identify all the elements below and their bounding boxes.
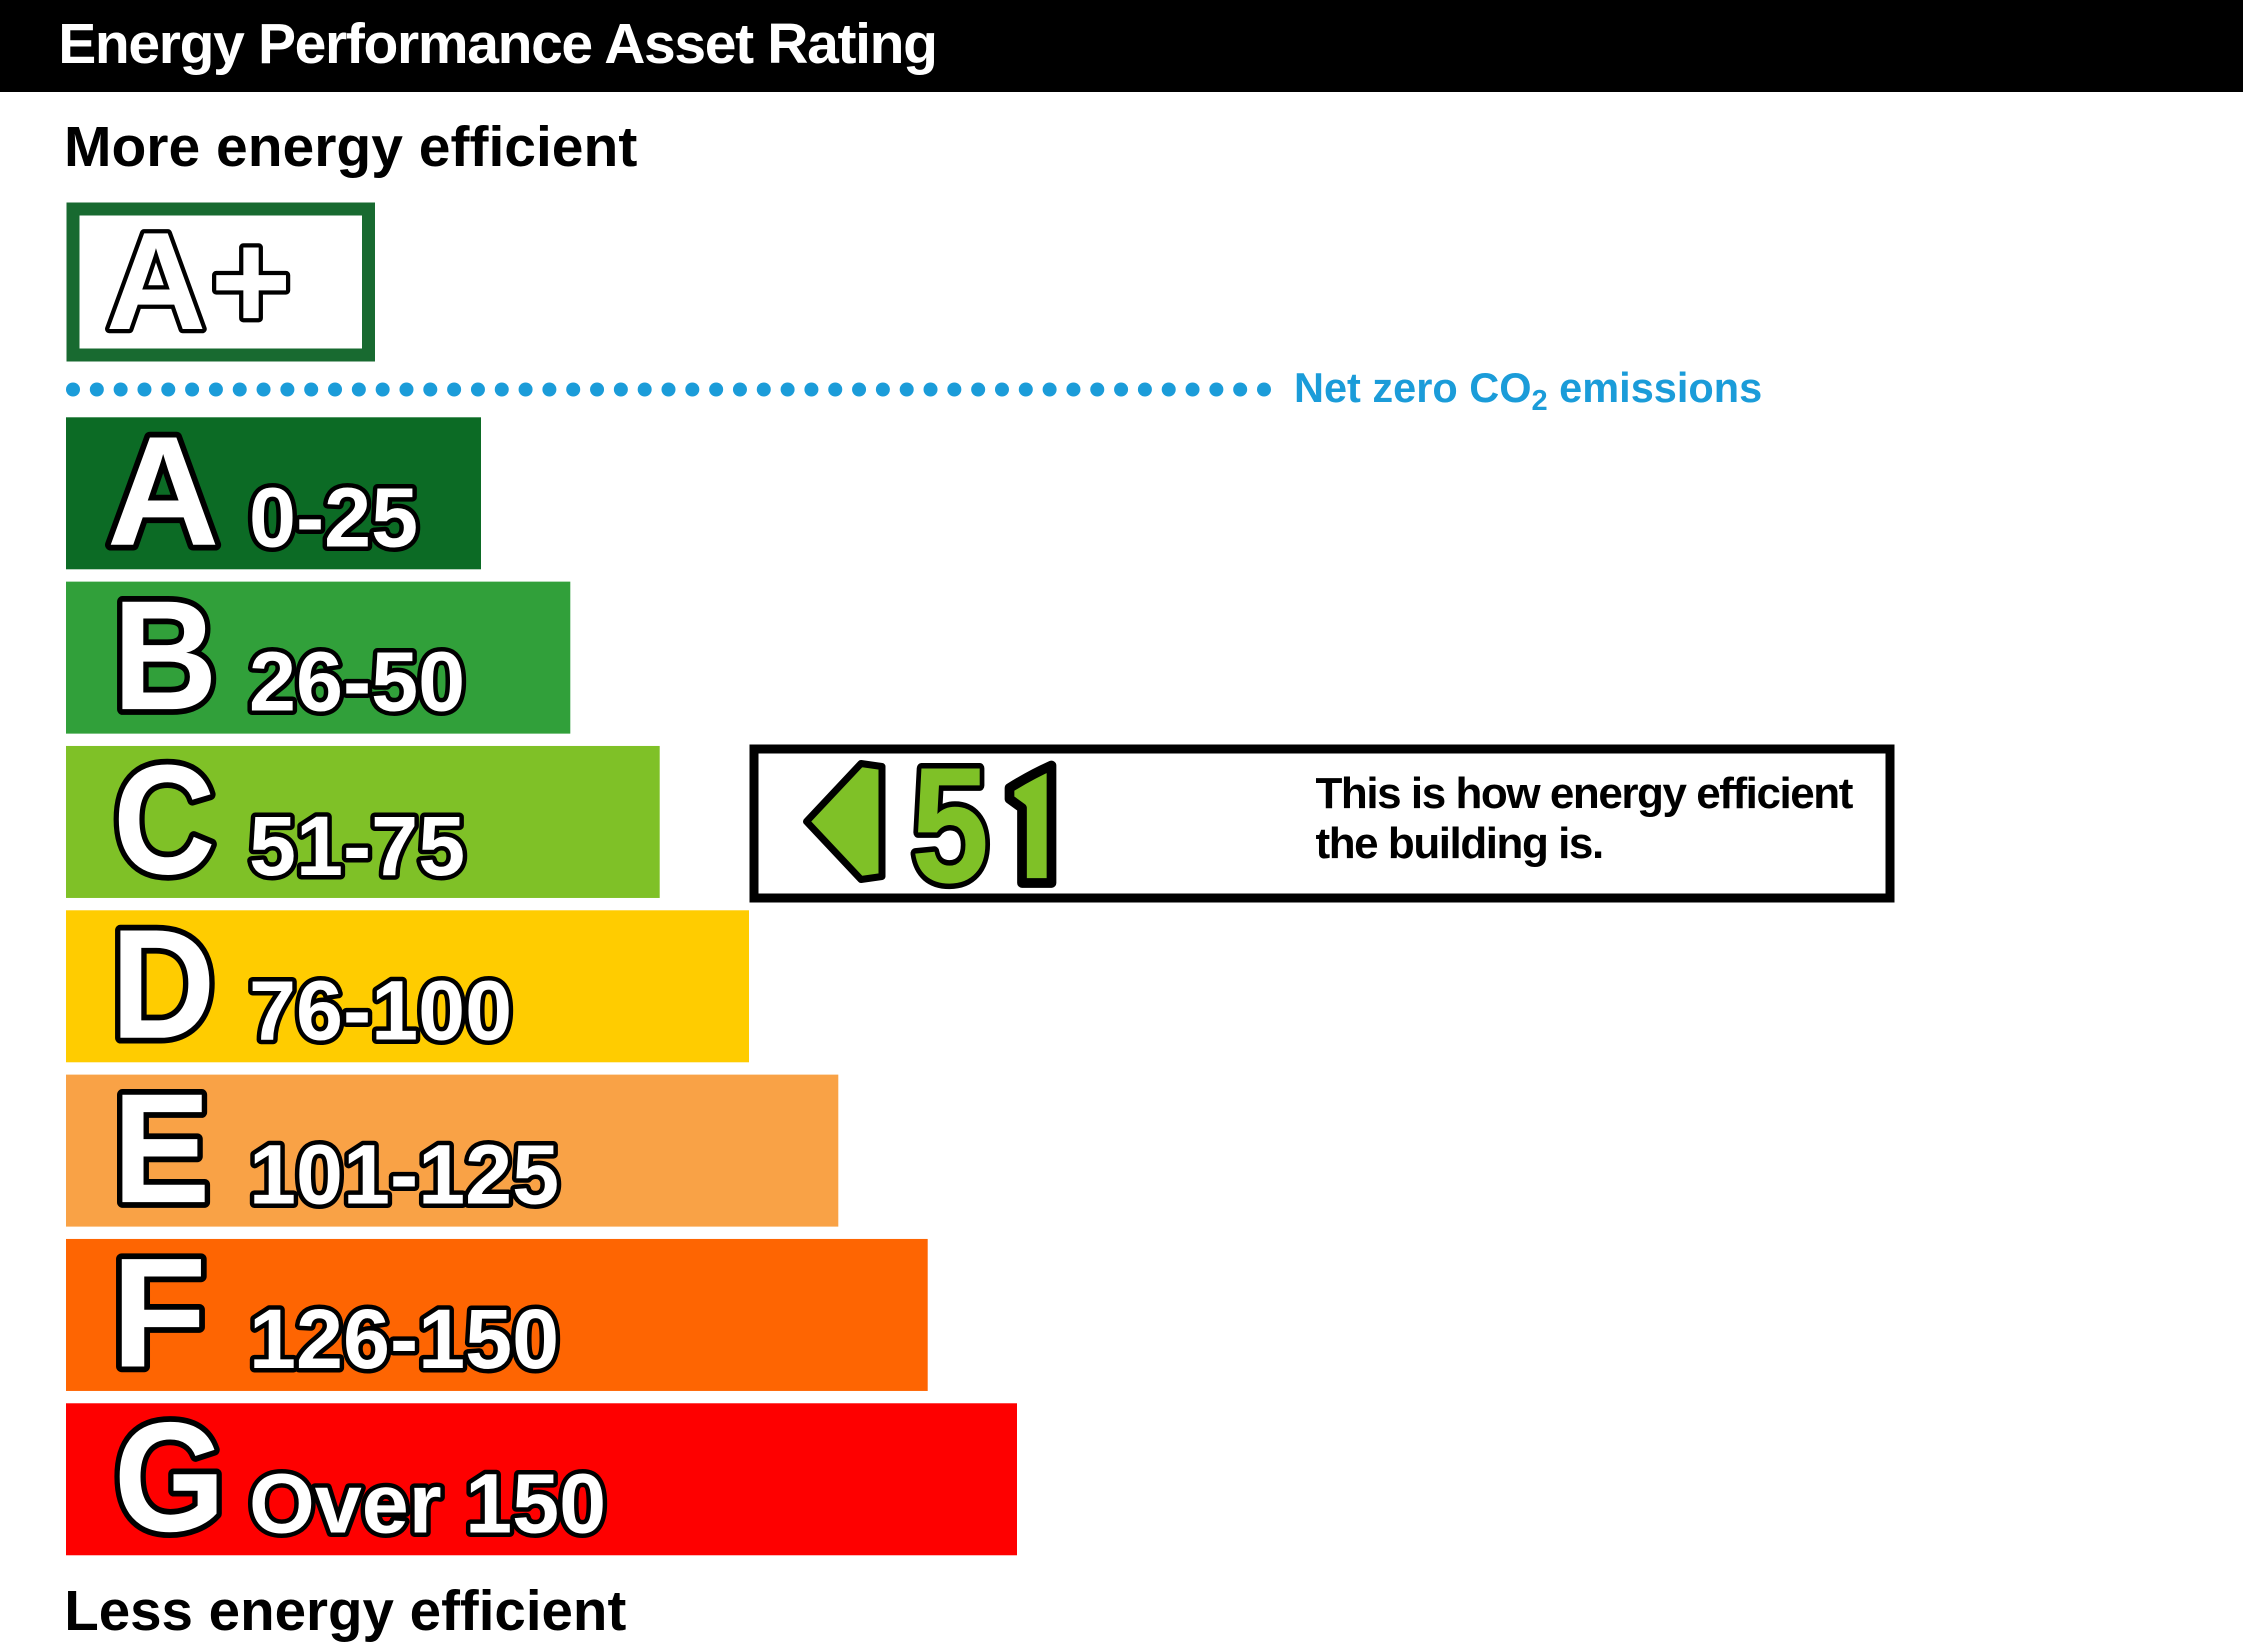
svg-text:D: D [111,897,216,1071]
svg-text:Less energy efficient: Less energy efficient [64,1579,626,1642]
svg-text:101-125: 101-125 [249,1128,559,1222]
svg-text:C: C [113,732,216,907]
svg-text:Net zero CO2 emissions: Net zero CO2 emissions [1294,364,1762,417]
svg-text:B: B [113,568,218,742]
svg-text:G: G [114,1389,226,1564]
svg-text:A+: A+ [106,204,296,359]
svg-text:126-150: 126-150 [249,1292,559,1386]
svg-text:A: A [107,405,220,579]
svg-text:5: 5 [911,733,989,918]
svg-text:51-75: 51-75 [249,799,465,893]
svg-text:the building is.: the building is. [1316,819,1603,868]
svg-text:Over 150: Over 150 [249,1456,606,1550]
svg-text:This is how energy efficient: This is how energy efficient [1316,769,1854,818]
svg-text:0-25: 0-25 [249,470,418,564]
svg-text:F: F [111,1226,206,1400]
svg-text:76-100: 76-100 [249,963,512,1057]
svg-text:More energy efficient: More energy efficient [64,115,637,179]
svg-text:26-50: 26-50 [249,635,465,729]
svg-text:E: E [113,1062,211,1236]
svg-text:Energy Performance Asset Ratin: Energy Performance Asset Rating [58,12,936,76]
